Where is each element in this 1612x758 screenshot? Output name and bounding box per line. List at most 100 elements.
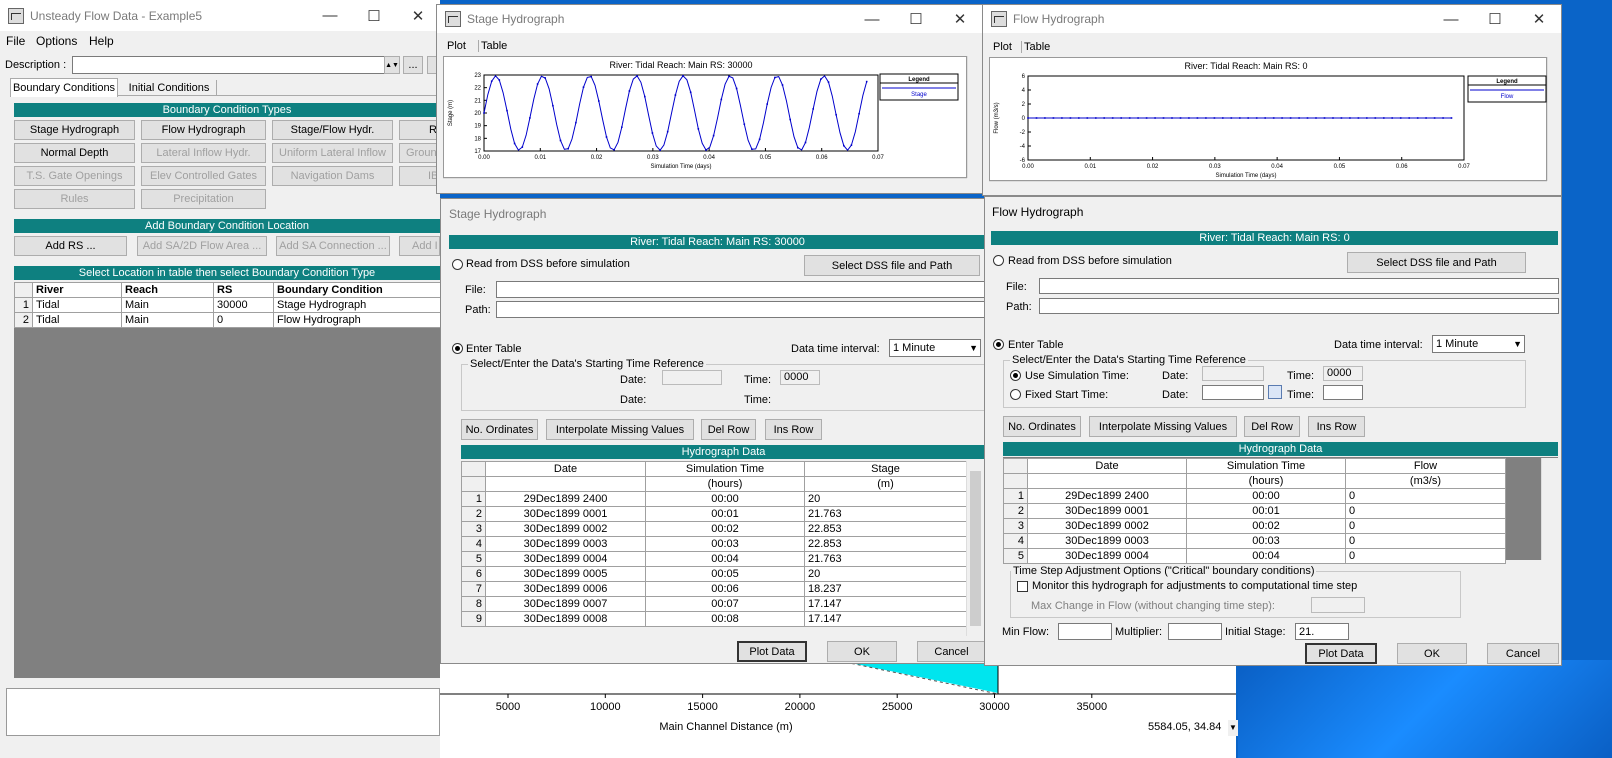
stage-cell-sim-time[interactable]: 00:01: [645, 506, 805, 522]
stage-data-row[interactable]: 9 30Dec1899 0008 00:08 17.147: [461, 611, 967, 627]
stage-data-row[interactable]: 2 30Dec1899 0001 00:01 21.763: [461, 506, 967, 522]
flow-no-ordinates-button[interactable]: No. Ordinates: [1003, 416, 1081, 437]
table-row[interactable]: 2 Tidal Main 0 Flow Hydrograph: [14, 312, 441, 328]
stage-cell-value[interactable]: 20: [804, 491, 967, 507]
flow-row-number[interactable]: 2: [1003, 503, 1028, 519]
rating-curve-button[interactable]: R: [399, 120, 440, 140]
flow-cell-value[interactable]: 0: [1345, 503, 1506, 519]
flow-cell-date[interactable]: 30Dec1899 0002: [1027, 518, 1187, 534]
flow-cell-date[interactable]: 29Dec1899 2400: [1027, 488, 1187, 504]
maximize-icon[interactable]: ☐: [367, 7, 381, 25]
rules-button[interactable]: Rules: [14, 189, 135, 209]
tab-plot[interactable]: Plot: [447, 40, 466, 52]
flow-cell-sim-time[interactable]: 00:00: [1186, 488, 1346, 504]
navigation-dams-button[interactable]: Navigation Dams: [272, 166, 393, 186]
menu-file[interactable]: File: [6, 34, 26, 48]
stage-plot-data-button[interactable]: Plot Data: [737, 641, 807, 662]
stage-data-row[interactable]: 6 30Dec1899 0005 00:05 20: [461, 566, 967, 582]
flow-sim-date-input[interactable]: [1202, 366, 1264, 381]
stage-select-dss-button[interactable]: Select DSS file and Path: [804, 255, 980, 276]
cell-bc[interactable]: Stage Hydrograph: [273, 297, 441, 313]
minimize-icon[interactable]: —: [322, 7, 338, 24]
flow-plot-hscroll[interactable]: [989, 181, 1547, 195]
stage-cell-sim-time[interactable]: 00:04: [645, 551, 805, 567]
max-change-input[interactable]: [1311, 597, 1365, 613]
fixed-start-date-input[interactable]: [1202, 385, 1264, 400]
cell-reach[interactable]: Main: [121, 297, 214, 313]
stage-row-number[interactable]: 2: [461, 506, 486, 522]
stage-row-number[interactable]: 5: [461, 551, 486, 567]
flow-interpolate-button[interactable]: Interpolate Missing Values: [1089, 416, 1237, 437]
tab-table[interactable]: Table: [1021, 41, 1050, 53]
add-sa-connection-button[interactable]: Add SA Connection ...: [276, 236, 390, 256]
close-icon[interactable]: ✕: [411, 7, 425, 25]
stage-time-input[interactable]: 0000: [780, 370, 820, 385]
stage-cell-date[interactable]: 30Dec1899 0007: [485, 596, 646, 612]
stage-table-vscroll[interactable]: [966, 461, 984, 636]
normal-depth-button[interactable]: Normal Depth: [14, 143, 135, 163]
flow-row-number[interactable]: 5: [1003, 548, 1028, 564]
flow-data-row[interactable]: 5 30Dec1899 0004 00:04 0: [1003, 548, 1506, 564]
close-icon[interactable]: ✕: [953, 11, 967, 28]
stage-read-dss-radio[interactable]: [452, 259, 463, 270]
stage-plot-hscroll[interactable]: [443, 178, 967, 192]
stage-cell-sim-time[interactable]: 00:03: [645, 536, 805, 552]
chevron-down-icon[interactable]: ▼: [1513, 339, 1522, 349]
stage-cell-date[interactable]: 29Dec1899 2400: [485, 491, 646, 507]
row-number[interactable]: 2: [14, 312, 33, 328]
stage-row-number[interactable]: 9: [461, 611, 486, 627]
stage-cell-sim-time[interactable]: 00:02: [645, 521, 805, 537]
flow-row-number[interactable]: 1: [1003, 488, 1028, 504]
stage-hydrograph-button[interactable]: Stage Hydrograph: [14, 120, 135, 140]
stage-cell-value[interactable]: 21.763: [804, 551, 967, 567]
flow-del-row-button[interactable]: Del Row: [1244, 416, 1300, 437]
stage-enter-table-radio[interactable]: [452, 343, 463, 354]
stage-cell-value[interactable]: 22.853: [804, 536, 967, 552]
flow-table-vscroll[interactable]: [1541, 458, 1558, 560]
stage-row-number[interactable]: 7: [461, 581, 486, 597]
flow-data-row[interactable]: 4 30Dec1899 0003 00:03 0: [1003, 533, 1506, 549]
use-sim-time-radio[interactable]: [1010, 370, 1021, 381]
stage-del-row-button[interactable]: Del Row: [701, 419, 756, 440]
min-flow-input[interactable]: [1058, 623, 1112, 640]
monitor-checkbox[interactable]: [1017, 581, 1028, 592]
flow-cell-sim-time[interactable]: 00:02: [1186, 518, 1346, 534]
stage-cell-sim-time[interactable]: 00:06: [645, 581, 805, 597]
table-row[interactable]: 1 Tidal Main 30000 Stage Hydrograph: [14, 297, 441, 313]
cell-rs[interactable]: 0: [213, 312, 274, 328]
flow-interval-select[interactable]: 1 Minute ▼: [1432, 335, 1525, 353]
tab-plot[interactable]: Plot: [993, 41, 1012, 53]
stage-cell-date[interactable]: 30Dec1899 0008: [485, 611, 646, 627]
flow-cell-value[interactable]: 0: [1345, 533, 1506, 549]
stage-row-number[interactable]: 3: [461, 521, 486, 537]
stage-ok-button[interactable]: OK: [827, 641, 897, 662]
stage-cell-date[interactable]: 30Dec1899 0002: [485, 521, 646, 537]
stage-ins-row-button[interactable]: Ins Row: [765, 419, 822, 440]
cell-river[interactable]: Tidal: [32, 297, 122, 313]
stage-row-number[interactable]: 6: [461, 566, 486, 582]
cell-reach[interactable]: Main: [121, 312, 214, 328]
flow-cell-value[interactable]: 0: [1345, 518, 1506, 534]
flow-hydrograph-button[interactable]: Flow Hydrograph: [141, 120, 266, 140]
stage-cell-sim-time[interactable]: 00:07: [645, 596, 805, 612]
maximize-icon[interactable]: ☐: [909, 11, 923, 28]
stage-cell-value[interactable]: 18.237: [804, 581, 967, 597]
flow-row-number[interactable]: 3: [1003, 518, 1028, 534]
stage-cell-date[interactable]: 30Dec1899 0005: [485, 566, 646, 582]
flow-cell-sim-time[interactable]: 00:04: [1186, 548, 1346, 564]
flow-select-dss-button[interactable]: Select DSS file and Path: [1347, 252, 1526, 273]
flow-data-row[interactable]: 3 30Dec1899 0002 00:02 0: [1003, 518, 1506, 534]
flow-cell-date[interactable]: 30Dec1899 0001: [1027, 503, 1187, 519]
add-rs-button[interactable]: Add RS ...: [14, 236, 127, 256]
stage-cell-sim-time[interactable]: 00:00: [645, 491, 805, 507]
stage-cell-date[interactable]: 30Dec1899 0006: [485, 581, 646, 597]
fixed-start-radio[interactable]: [1010, 389, 1021, 400]
cell-rs[interactable]: 30000: [213, 297, 274, 313]
close-icon[interactable]: ✕: [1532, 11, 1546, 28]
flow-row-number[interactable]: 4: [1003, 533, 1028, 549]
description-browse-button[interactable]: ...: [403, 56, 423, 74]
stage-path-input[interactable]: [496, 301, 986, 318]
stage-cell-sim-time[interactable]: 00:08: [645, 611, 805, 627]
flow-enter-table-radio[interactable]: [993, 339, 1004, 350]
stage-cell-value[interactable]: 22.853: [804, 521, 967, 537]
